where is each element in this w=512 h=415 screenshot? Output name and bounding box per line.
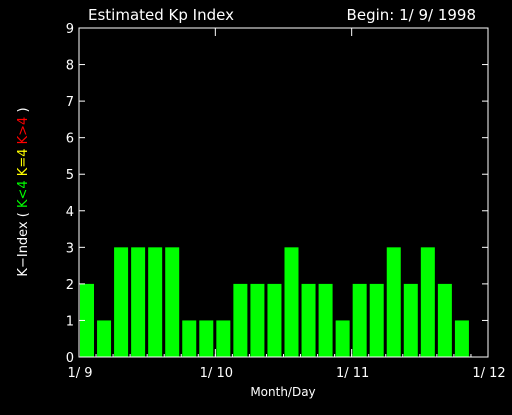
bar <box>250 283 265 357</box>
x-tick-label: 1/ 11 <box>336 366 369 381</box>
bar <box>437 283 452 357</box>
bar <box>131 247 146 357</box>
bar <box>420 247 435 357</box>
y-axis-label-part: K=4 <box>16 144 31 176</box>
y-tick-label: 4 <box>66 205 74 220</box>
bar <box>97 320 112 357</box>
y-tick-label: 5 <box>66 168 74 183</box>
bar <box>318 283 333 357</box>
bar <box>369 283 384 357</box>
bar <box>454 320 469 357</box>
y-tick-label: 3 <box>66 241 74 256</box>
bar <box>267 283 282 357</box>
y-tick-label: 8 <box>66 59 74 74</box>
bar <box>233 283 248 357</box>
bar <box>216 320 231 357</box>
x-tick-label: 1/ 12 <box>472 366 505 381</box>
y-tick-label: 6 <box>66 132 74 147</box>
chart-title: Estimated Kp Index <box>88 6 234 24</box>
bar <box>148 247 163 357</box>
y-axis-label-text: K−Index ( K<4 K=4 K>4 ) <box>16 107 31 276</box>
bar <box>335 320 350 357</box>
bar <box>301 283 316 357</box>
y-tick-label: 2 <box>66 278 74 293</box>
y-tick-label: 1 <box>66 314 74 329</box>
bar <box>352 283 367 357</box>
y-tick-label: 7 <box>66 95 74 110</box>
bar <box>165 247 180 357</box>
y-axis-label-part: K>4 <box>16 117 31 145</box>
y-axis-label-part: ) <box>16 107 31 116</box>
y-tick-label: 9 <box>66 22 74 37</box>
bar <box>114 247 129 357</box>
bar <box>403 283 418 357</box>
y-axis-label-part: K<4 <box>16 176 31 208</box>
y-axis-label-part: K−Index ( <box>16 208 31 277</box>
bar <box>80 283 94 357</box>
y-tick-label: 0 <box>66 351 74 366</box>
bar <box>386 247 401 357</box>
begin-date-label: Begin: 1/ 9/ 1998 <box>347 6 476 24</box>
bar <box>182 320 197 357</box>
axes-layer: 0 1 2 3 4 5 6 7 8 9 1/ 9 1/ 10 1/ 11 1/ 12 <box>66 22 506 381</box>
x-axis-label: Month/Day <box>250 385 315 399</box>
y-axis-label: K−Index ( K<4 K=4 K>4 ) <box>16 107 31 276</box>
x-tick-label: 1/ 10 <box>200 366 233 381</box>
bar <box>284 247 299 357</box>
bars-layer <box>80 247 469 357</box>
bar <box>199 320 214 357</box>
x-tick-label: 1/ 9 <box>67 366 92 381</box>
